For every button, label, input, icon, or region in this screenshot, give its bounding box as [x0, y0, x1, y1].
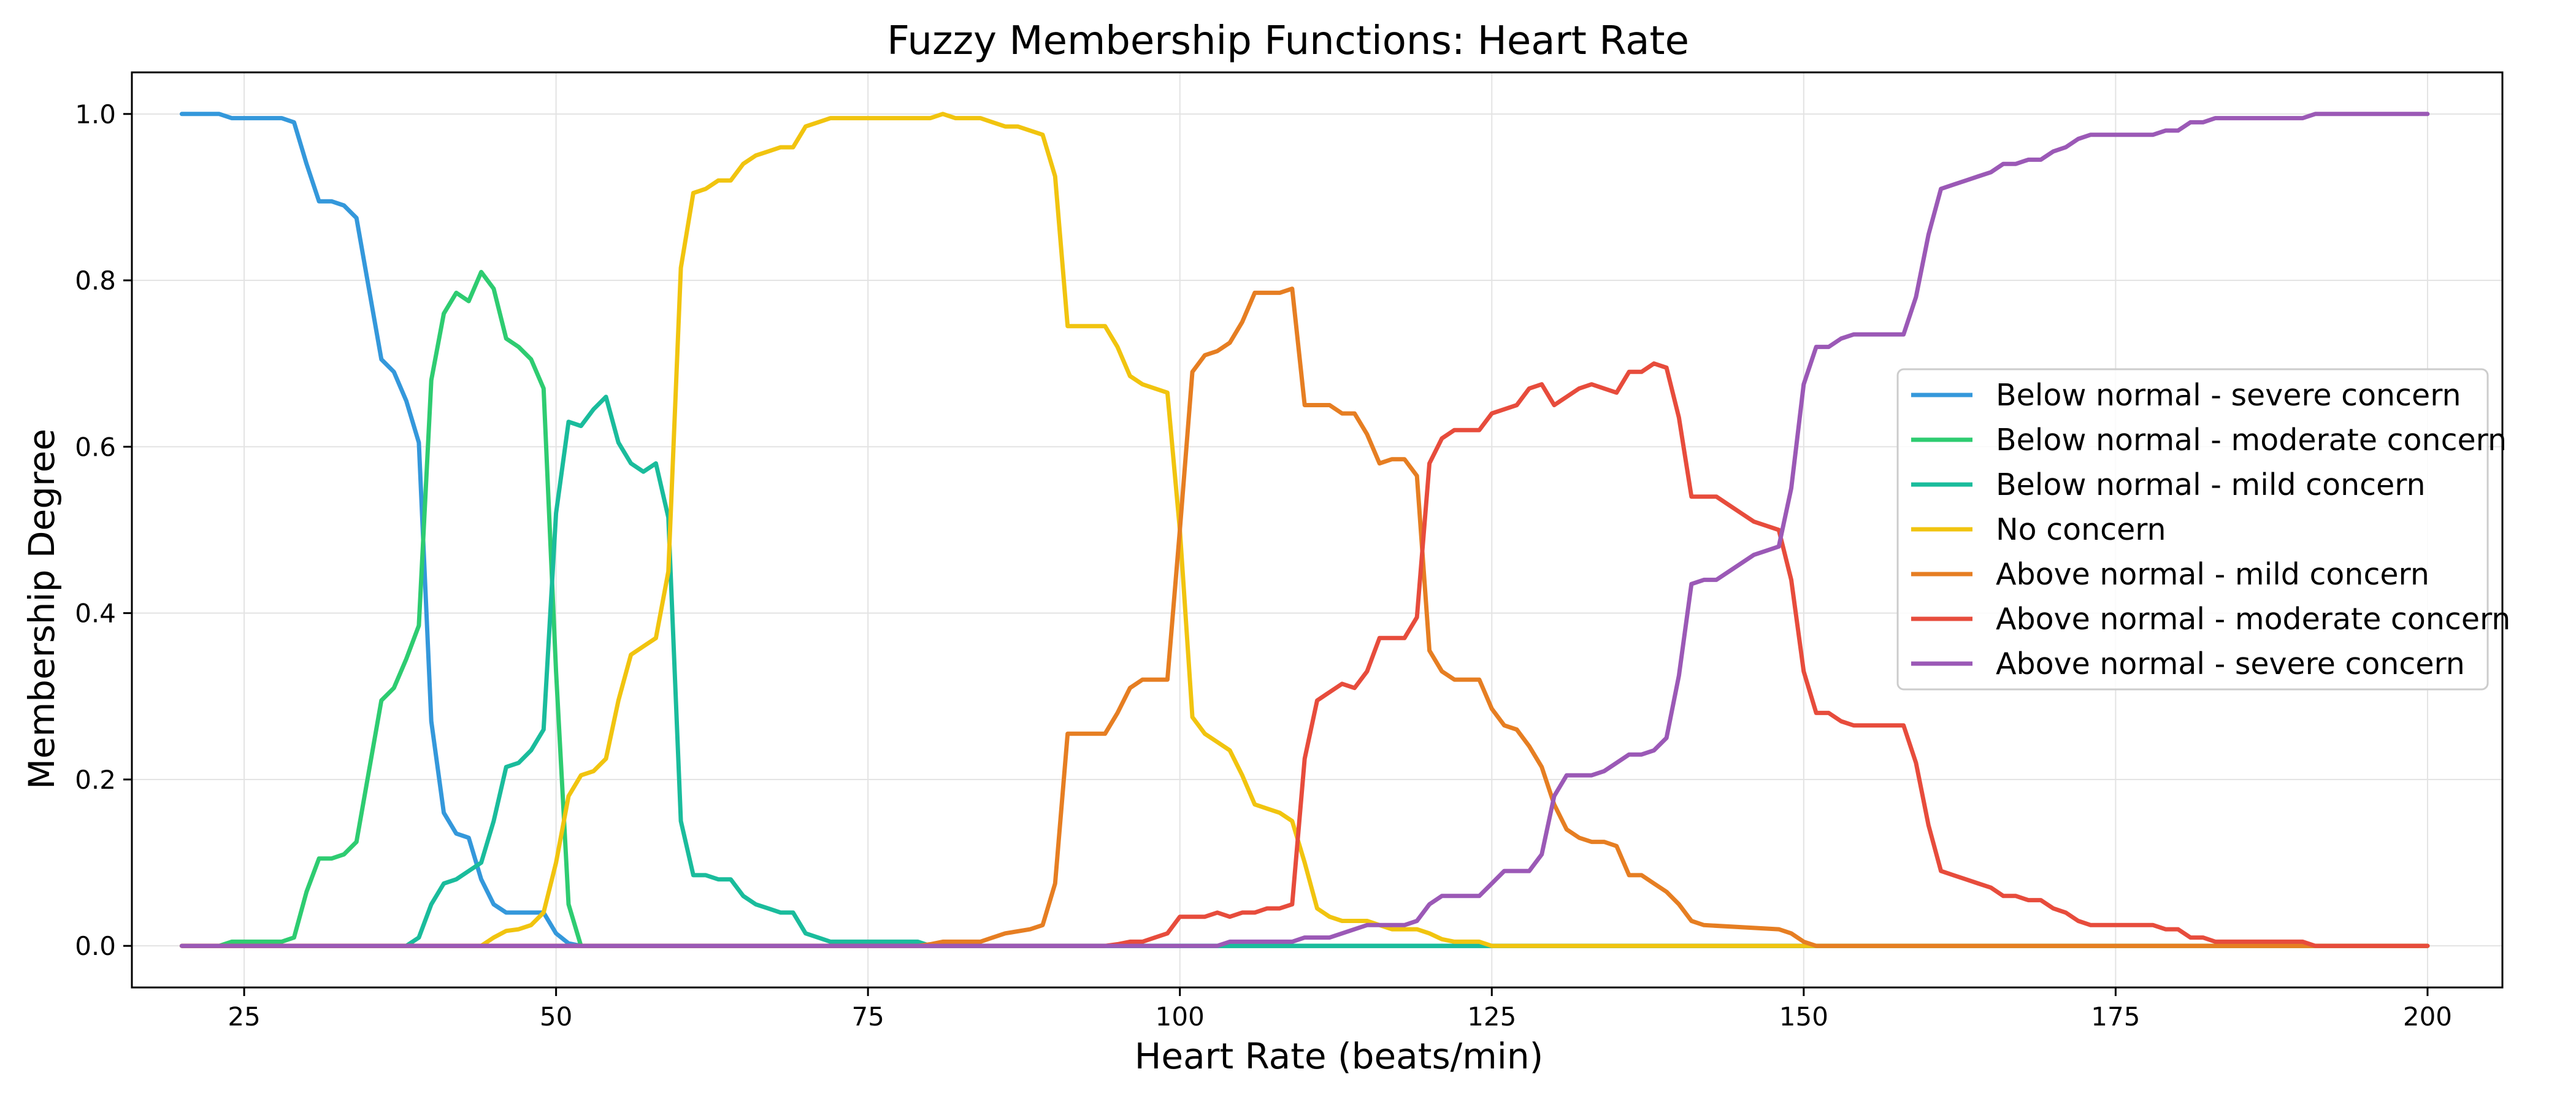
legend-label: Below normal - severe concern — [1996, 378, 2461, 413]
plot-frame — [131, 71, 2504, 989]
legend: Below normal - severe concern Below norma… — [1896, 368, 2510, 691]
x-tick-label: 100 — [1156, 1002, 1205, 1032]
legend-label: Above normal - mild concern — [1996, 557, 2429, 592]
x-tick-label: 75 — [851, 1002, 884, 1032]
y-tick-label: 0.2 — [75, 765, 116, 795]
series-line-5 — [179, 286, 2430, 948]
legend-label: Above normal - severe concern — [1996, 646, 2465, 681]
series-line-6 — [179, 361, 2430, 948]
y-tick-label: 1.0 — [75, 99, 116, 129]
legend-label: Below normal - mild concern — [1996, 467, 2426, 502]
legend-label: Below normal - moderate concern — [1996, 423, 2507, 458]
series-line-7 — [179, 112, 2430, 948]
x-tick-label: 25 — [228, 1002, 260, 1032]
y-tick-label: 0.6 — [75, 432, 116, 462]
series-line-2 — [179, 270, 2430, 948]
y-tick-label: 0.8 — [75, 266, 116, 296]
axis-ticks: 25 50 75 100 125 150 175 200 0.0 0.2 0.4 0.6 0.8 1.0 — [75, 99, 2452, 1032]
y-tick-label: 0.4 — [75, 599, 116, 629]
series-line-1 — [179, 112, 2430, 948]
y-axis-label: Membership Degree — [21, 429, 63, 789]
series-line-4 — [179, 112, 2430, 948]
x-axis-label: Heart Rate (beats/min) — [1135, 1035, 1543, 1077]
legend-box — [1896, 368, 2489, 691]
legend-label: No concern — [1996, 512, 2166, 547]
legend-label: Above normal - moderate concern — [1996, 602, 2510, 637]
y-tick-label: 0.0 — [75, 931, 116, 961]
x-tick-label: 125 — [1467, 1002, 1516, 1032]
x-tick-label: 175 — [2091, 1002, 2140, 1032]
series-lines — [179, 112, 2430, 948]
series-line-3 — [179, 394, 2430, 948]
x-tick-label: 50 — [540, 1002, 572, 1032]
x-tick-label: 150 — [1779, 1002, 1828, 1032]
chart-title: Fuzzy Membership Functions: Heart Rate — [887, 18, 1689, 64]
x-tick-label: 200 — [2403, 1002, 2452, 1032]
